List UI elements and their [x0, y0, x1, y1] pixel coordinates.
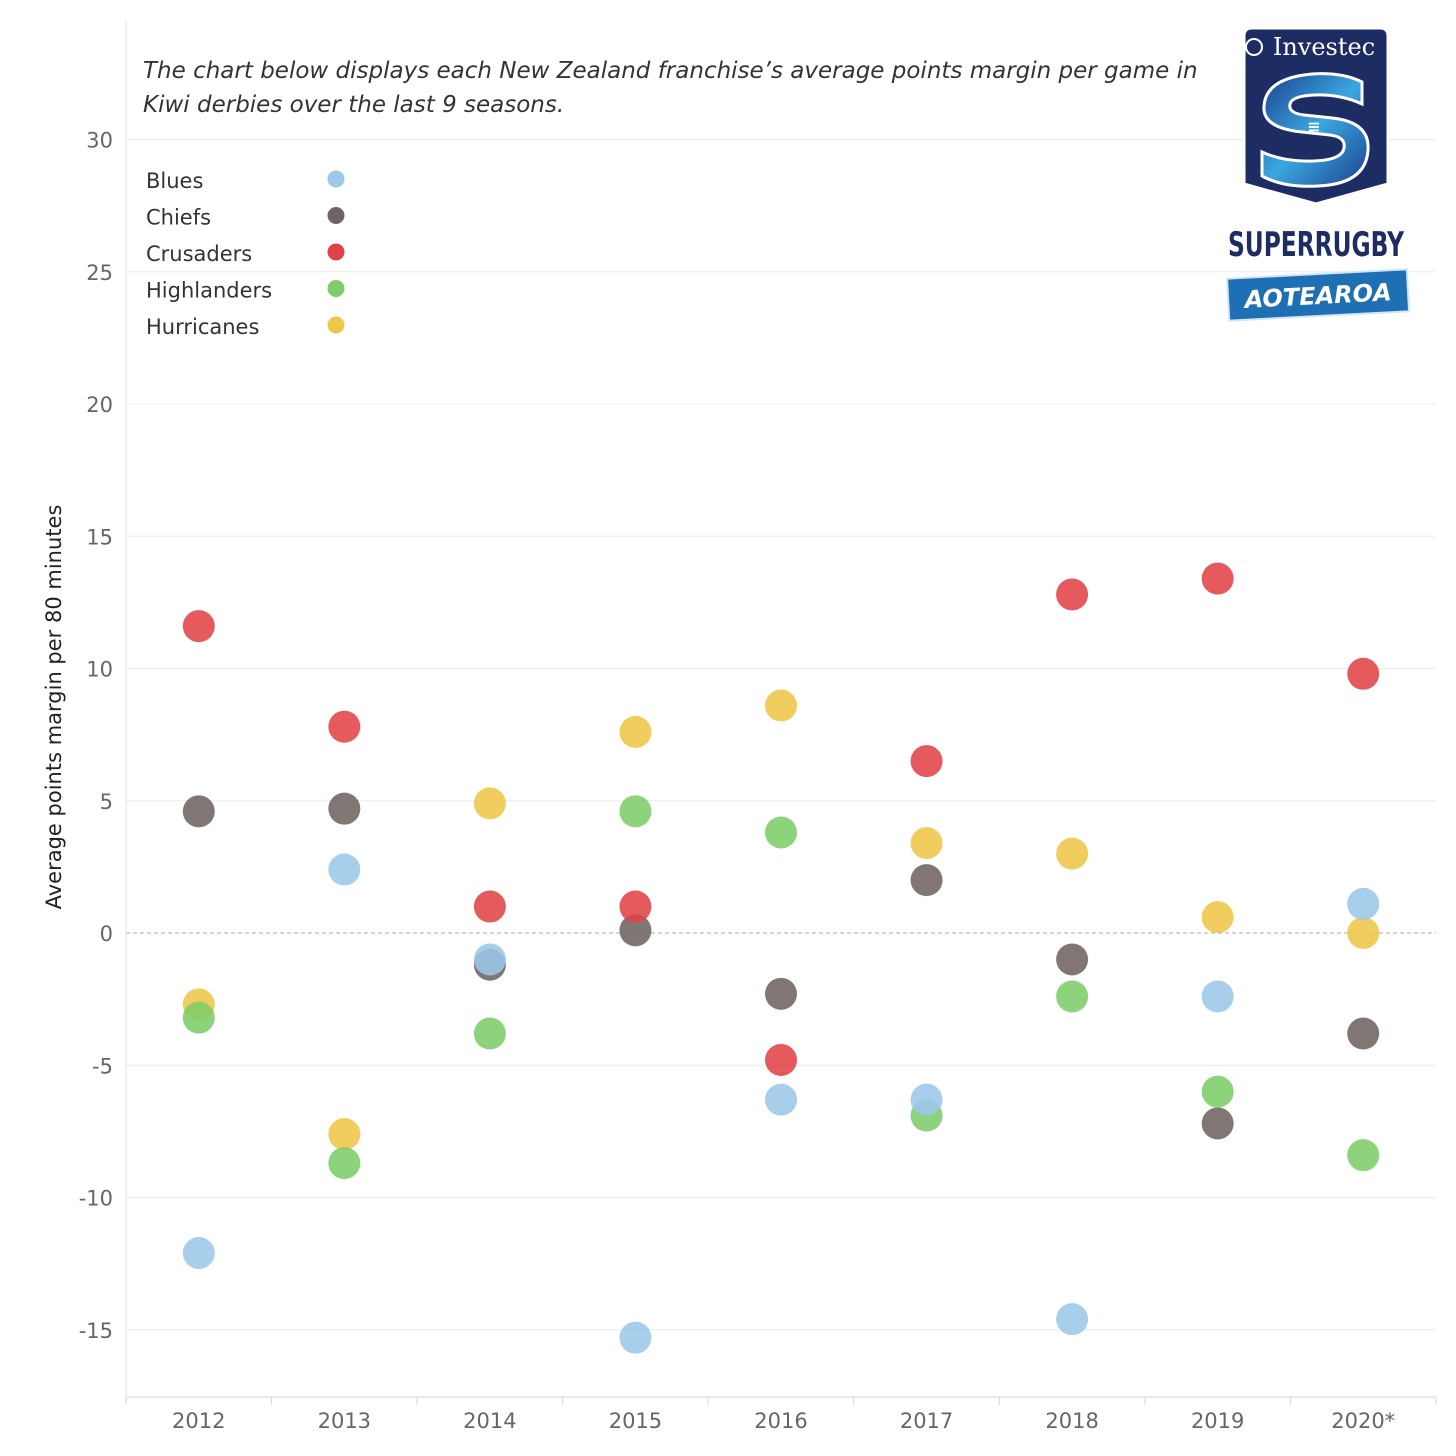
y-tick-label: 20: [86, 393, 113, 417]
aotearoa-banner: AOTEAROA: [1226, 268, 1411, 322]
legend-marker-highlanders: [327, 280, 345, 297]
y-tick-label: 10: [86, 658, 113, 682]
data-point-crusaders: [1347, 657, 1380, 690]
y-tick-label: 5: [100, 790, 113, 814]
x-tick-label: 2017: [900, 1409, 953, 1433]
legend-label: Blues: [146, 169, 203, 193]
data-point-chiefs: [910, 864, 943, 897]
x-tick-label: 2018: [1045, 1409, 1098, 1433]
data-point-hurricanes: [1201, 901, 1234, 934]
x-tick-label: 2014: [463, 1409, 516, 1433]
data-point-highlanders: [765, 816, 797, 849]
x-tick-label: 2013: [318, 1409, 371, 1433]
legend-marker-chiefs: [327, 207, 345, 224]
data-point-chiefs: [1347, 1017, 1380, 1050]
legend-label: Hurricanes: [146, 315, 259, 339]
data-point-highlanders: [1347, 1139, 1380, 1172]
data-point-highlanders: [619, 795, 652, 828]
data-point-blues: [619, 1321, 652, 1354]
x-tick-label: 2015: [609, 1409, 662, 1433]
data-points: [182, 562, 1380, 1354]
data-point-highlanders: [328, 1147, 361, 1180]
legend-marker-hurricanes: [327, 316, 345, 334]
data-point-crusaders: [1056, 578, 1089, 611]
y-axis-label: Average points margin per 80 minutes: [42, 505, 66, 910]
data-point-highlanders: [473, 1017, 506, 1050]
y-tick-label: 25: [86, 261, 113, 285]
data-point-blues: [1201, 980, 1234, 1013]
data-point-crusaders: [473, 890, 506, 923]
legend-marker-crusaders: [327, 243, 345, 261]
investec-zebra-icon: [1245, 38, 1263, 56]
x-tick-label: 2012: [172, 1409, 225, 1433]
logo-graphic: Investec ≡ SUPERRUGBY AOTEAROA: [1226, 26, 1411, 322]
data-point-blues: [328, 853, 361, 886]
data-point-hurricanes: [765, 689, 797, 722]
legend-label: Chiefs: [146, 206, 211, 230]
y-tick-label: -5: [92, 1054, 113, 1078]
x-tick-label: 2019: [1191, 1409, 1244, 1433]
data-point-hurricanes: [910, 827, 943, 860]
data-point-chiefs: [328, 792, 361, 825]
data-point-highlanders: [1201, 1075, 1234, 1108]
data-point-hurricanes: [1347, 917, 1380, 949]
data-point-chiefs: [1056, 943, 1089, 976]
data-point-crusaders: [1201, 562, 1234, 595]
x-tick-label: 2020*: [1331, 1409, 1395, 1433]
chart-subtitle: The chart below displays each New Zealan…: [143, 58, 1198, 118]
data-point-chiefs: [182, 795, 215, 828]
data-point-crusaders: [328, 710, 361, 743]
data-point-crusaders: [910, 745, 943, 778]
legend-label: Crusaders: [146, 242, 252, 266]
y-tick-label: 15: [86, 525, 113, 549]
data-point-highlanders: [1056, 980, 1089, 1013]
data-point-crusaders: [619, 890, 652, 923]
legend: Blues Chiefs Crusaders Highlanders Hurricane…: [146, 169, 345, 339]
y-tick-label: -10: [79, 1187, 113, 1211]
y-tick-label: -15: [79, 1319, 113, 1343]
data-point-blues: [910, 1083, 943, 1116]
x-tick-label: 2016: [754, 1409, 807, 1433]
data-point-chiefs: [765, 977, 797, 1010]
legend-marker-blues: [327, 170, 345, 188]
emblem-lines-icon: ≡: [1307, 117, 1320, 136]
logo-brand-text: SUPERRUGBY: [1228, 225, 1404, 265]
data-point-hurricanes: [473, 787, 506, 820]
axes: [125, 20, 1437, 1405]
logo-sponsor-text: Investec: [1273, 33, 1375, 61]
super-rugby-aotearoa-logo: Investec ≡ SUPERRUGBY AOTEAROA: [1222, 24, 1422, 344]
data-point-crusaders: [765, 1043, 797, 1076]
data-point-hurricanes: [328, 1118, 361, 1151]
data-point-hurricanes: [1056, 837, 1089, 870]
data-point-hurricanes: [619, 715, 652, 748]
data-point-crusaders: [182, 610, 215, 643]
data-point-chiefs: [1201, 1107, 1234, 1140]
data-point-blues: [1056, 1303, 1089, 1336]
legend-label: Highlanders: [146, 279, 272, 303]
data-point-blues: [1347, 887, 1380, 920]
data-point-blues: [182, 1237, 215, 1270]
y-tick-label: 30: [86, 129, 113, 153]
data-point-highlanders: [182, 1001, 215, 1034]
super-s-emblem: [1260, 72, 1370, 188]
data-point-chiefs: [619, 914, 652, 947]
data-point-blues: [473, 943, 506, 976]
data-point-blues: [765, 1083, 797, 1116]
y-tick-label: 0: [100, 922, 113, 946]
